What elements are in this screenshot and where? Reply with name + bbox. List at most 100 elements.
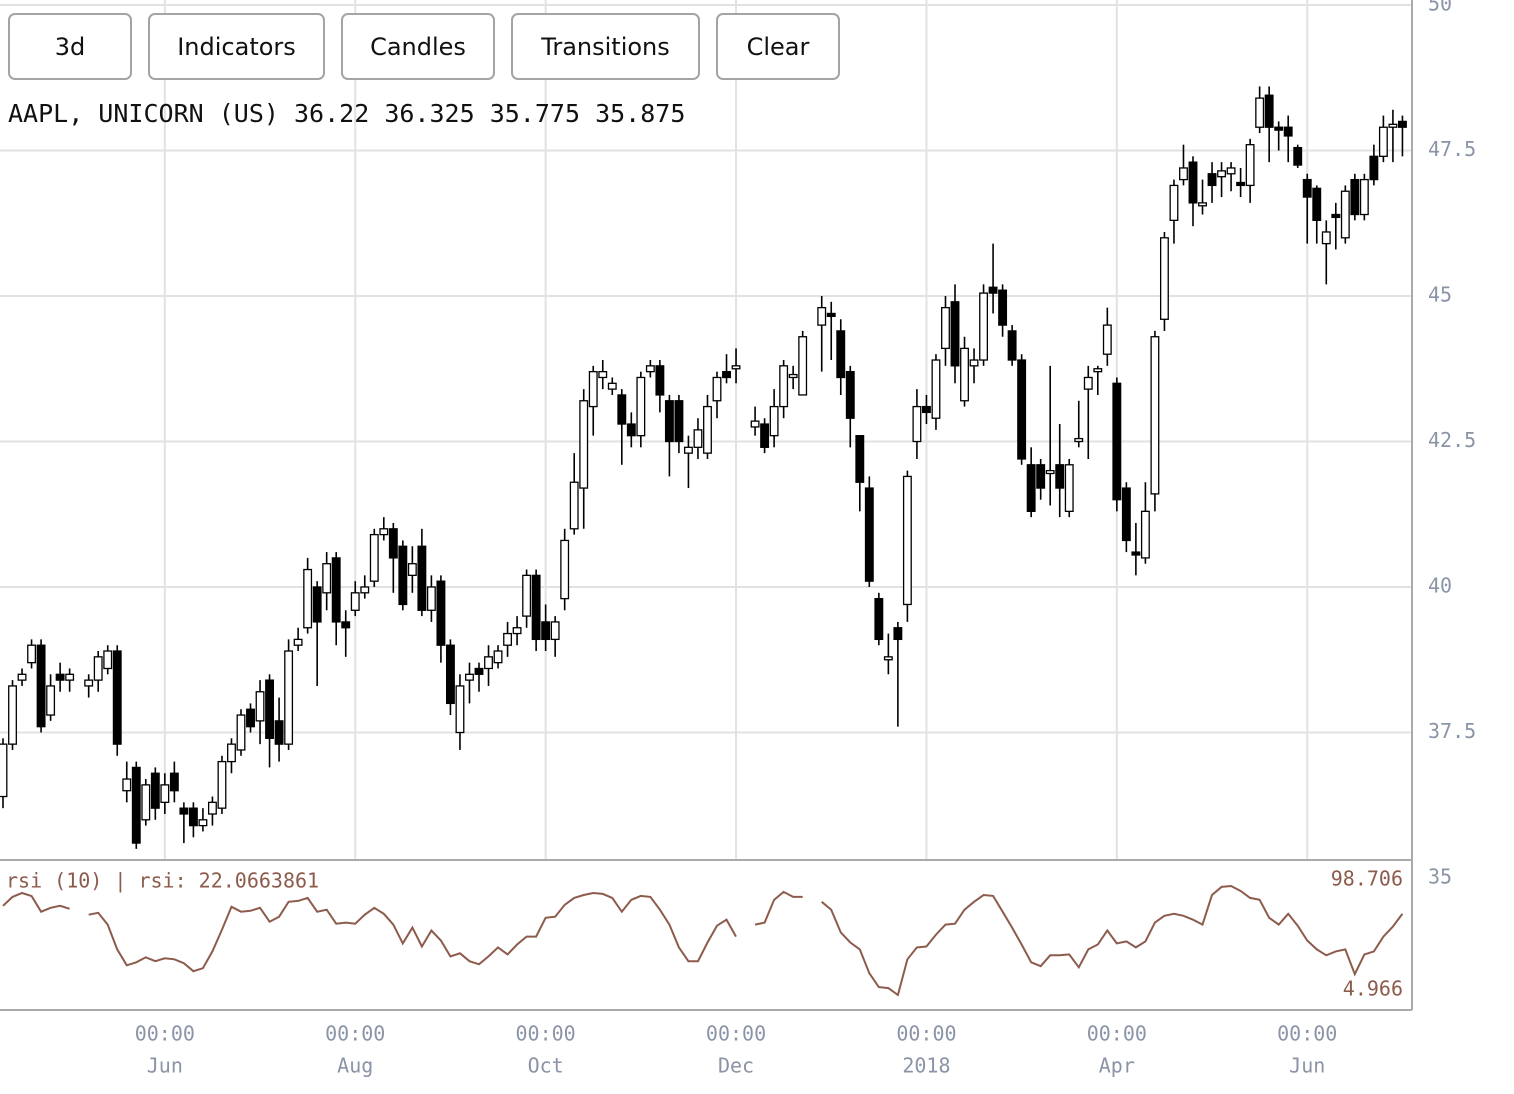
candle-body bbox=[217, 760, 227, 809]
candle-body bbox=[1359, 178, 1369, 216]
candle-body bbox=[284, 650, 294, 745]
candle-body bbox=[988, 286, 998, 294]
candle-body bbox=[779, 365, 789, 408]
candle-body bbox=[17, 673, 27, 681]
candle-body bbox=[27, 644, 37, 664]
candle-body bbox=[1159, 237, 1169, 320]
candle-body bbox=[1007, 330, 1017, 361]
candle-body bbox=[626, 423, 636, 437]
candle-body bbox=[1036, 464, 1046, 489]
symbol: AAPL, UNICORN (US) bbox=[8, 99, 279, 128]
candle-body bbox=[1331, 213, 1341, 219]
candle-body bbox=[1388, 123, 1398, 128]
candle-body bbox=[8, 685, 17, 745]
x-tick-time: 00:00 bbox=[135, 1022, 195, 1046]
candle-body bbox=[979, 292, 989, 361]
button-clear[interactable]: Clear bbox=[716, 13, 840, 80]
candle-body bbox=[112, 650, 122, 745]
open-readout: 36.22 bbox=[294, 99, 369, 128]
candle-body bbox=[1264, 94, 1274, 128]
candle-body bbox=[798, 336, 808, 396]
ohlc-readout: AAPL, UNICORN (US) 36.22 36.325 35.775 3… bbox=[8, 99, 685, 128]
candle-body bbox=[645, 365, 655, 373]
candle-body bbox=[398, 545, 408, 606]
candle-body bbox=[198, 819, 208, 827]
candle-body bbox=[255, 691, 265, 722]
y-tick-label: 47.5 bbox=[1428, 137, 1476, 161]
candle-body bbox=[1017, 359, 1027, 460]
x-tick-time: 00:00 bbox=[896, 1022, 956, 1046]
button-candles[interactable]: Candles bbox=[341, 13, 495, 80]
candle-body bbox=[303, 568, 313, 629]
candle-body bbox=[246, 708, 255, 728]
candle-body bbox=[493, 650, 503, 664]
candle-body bbox=[902, 475, 912, 606]
candle-body bbox=[1226, 167, 1236, 175]
candle-body bbox=[1093, 368, 1103, 373]
candle-body bbox=[227, 743, 236, 763]
button-indicators[interactable]: Indicators bbox=[148, 13, 325, 80]
candle-body bbox=[484, 656, 493, 670]
candle-body bbox=[236, 714, 246, 751]
candle-body bbox=[445, 644, 455, 705]
x-tick-label: Jun bbox=[1289, 1054, 1325, 1078]
candle-body bbox=[855, 435, 865, 483]
candle-body bbox=[46, 685, 56, 716]
candle-body bbox=[1217, 170, 1227, 178]
button-transitions[interactable]: Transitions bbox=[511, 13, 700, 80]
candle-body bbox=[1179, 167, 1188, 181]
y-tick-label: 50 bbox=[1428, 0, 1452, 16]
candle-body bbox=[569, 481, 579, 530]
candle-body bbox=[1236, 181, 1246, 187]
candle-body bbox=[293, 638, 303, 646]
x-tick-time: 00:00 bbox=[1087, 1022, 1147, 1046]
candle-body bbox=[341, 621, 351, 629]
candle-body bbox=[131, 766, 141, 844]
x-tick-time: 00:00 bbox=[1277, 1022, 1337, 1046]
candle-body bbox=[1188, 161, 1198, 204]
candle-body bbox=[474, 667, 484, 675]
candle-body bbox=[731, 365, 741, 370]
candle-body bbox=[1169, 184, 1179, 221]
candle-body bbox=[912, 405, 922, 443]
rsi-line bbox=[2, 884, 1404, 997]
x-tick-label: 2018 bbox=[902, 1054, 950, 1078]
candle-body bbox=[531, 574, 541, 641]
candle-body bbox=[1302, 178, 1312, 198]
candle-body bbox=[588, 371, 598, 408]
candle-body bbox=[703, 405, 712, 454]
x-tick-time: 00:00 bbox=[706, 1022, 766, 1046]
candle-body bbox=[312, 586, 322, 623]
candle-body bbox=[560, 539, 570, 600]
candle-body bbox=[150, 772, 160, 809]
candle-body bbox=[722, 371, 731, 379]
candle-body bbox=[160, 784, 170, 803]
y-tick-label: 40 bbox=[1428, 574, 1452, 598]
candle-body bbox=[883, 656, 893, 661]
candle-body bbox=[360, 586, 370, 594]
candle-body bbox=[845, 371, 855, 419]
candle-body bbox=[1131, 551, 1141, 556]
candle-body bbox=[893, 627, 903, 641]
candle-body bbox=[350, 592, 360, 611]
x-tick-label: Apr bbox=[1099, 1054, 1135, 1078]
candle-body bbox=[93, 656, 103, 681]
candle-body bbox=[65, 673, 75, 681]
candle-body bbox=[683, 446, 693, 454]
candle-body bbox=[465, 673, 474, 681]
candle-body bbox=[788, 373, 798, 379]
candle-body bbox=[712, 376, 722, 402]
candle-body bbox=[655, 365, 665, 396]
candle-body bbox=[55, 673, 65, 681]
candle-body bbox=[103, 650, 113, 670]
candle-body bbox=[836, 330, 846, 379]
candle-body bbox=[598, 371, 608, 379]
button-3d[interactable]: 3d bbox=[8, 13, 132, 80]
y-tick-label: 35 bbox=[1428, 865, 1452, 889]
candle-body bbox=[512, 627, 522, 635]
candle-body bbox=[331, 557, 341, 623]
candle-body bbox=[1083, 376, 1093, 390]
candle-body bbox=[969, 359, 979, 367]
candle-body bbox=[1121, 487, 1131, 542]
